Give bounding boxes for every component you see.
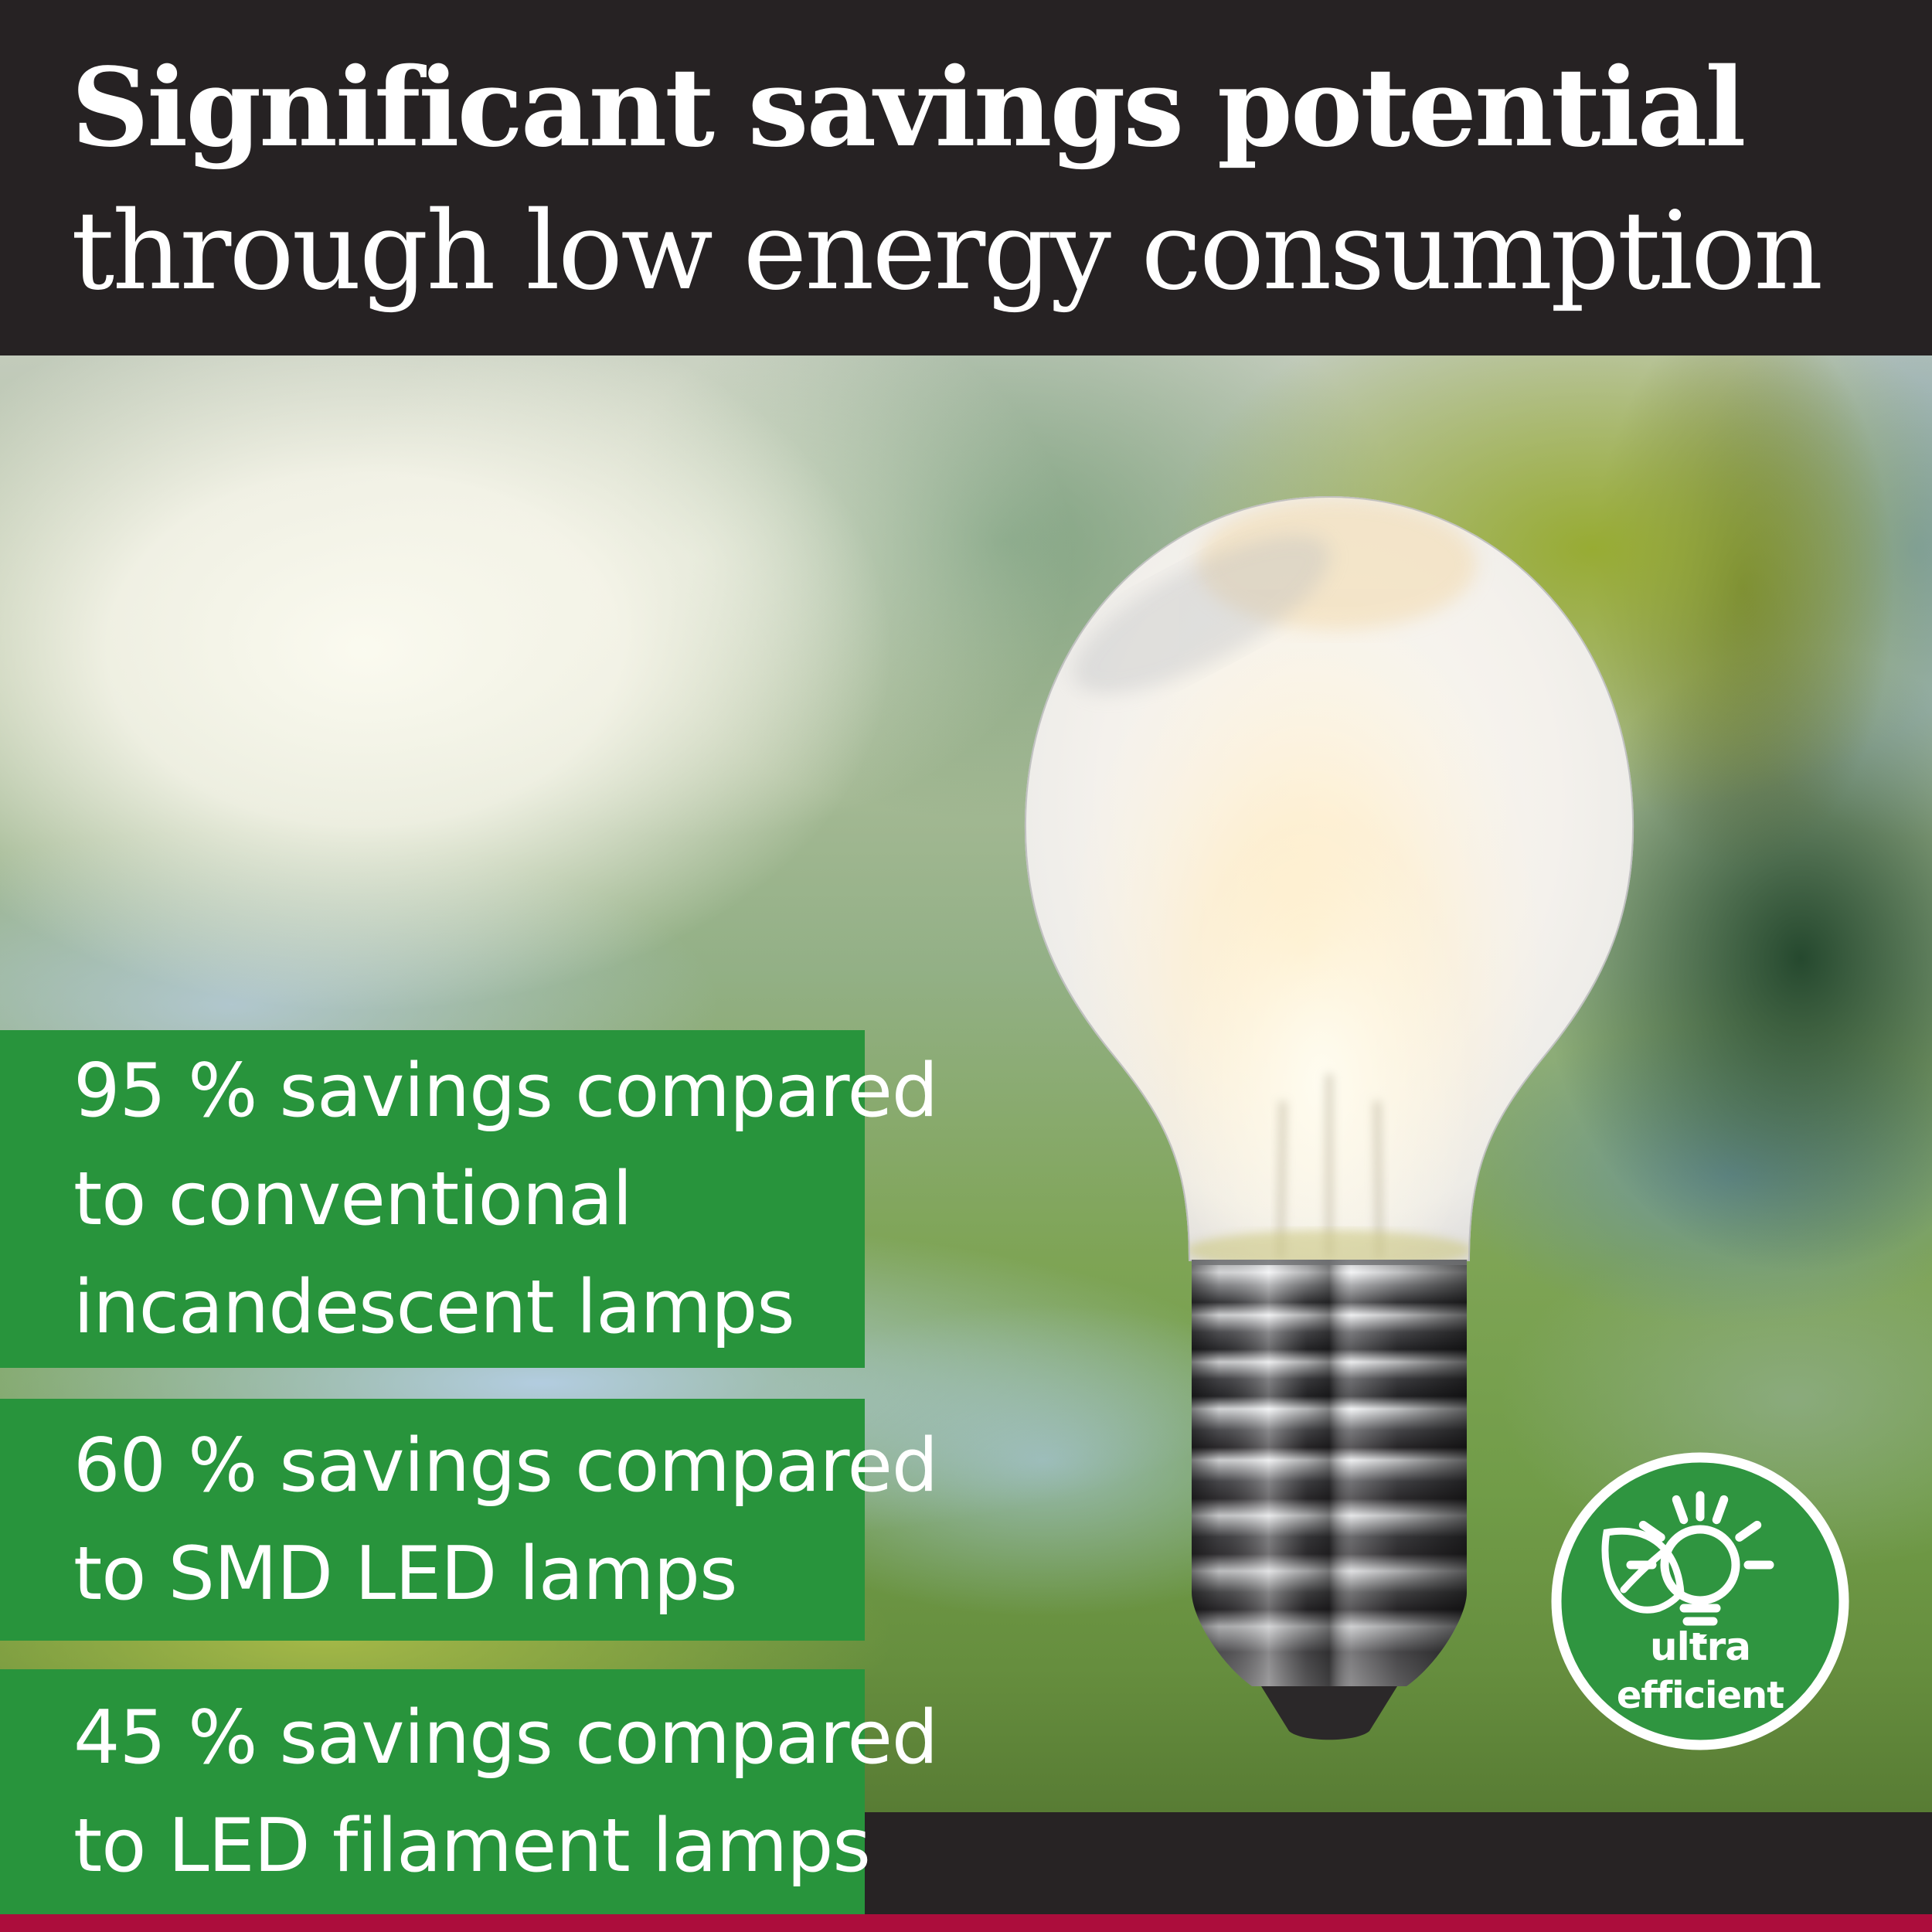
- screw-base: [1192, 1260, 1467, 1686]
- savings-box-60: 60 % savings compared to SMD LED lamps: [0, 1399, 938, 1641]
- bulb-photo: [1024, 496, 1634, 1740]
- ultra-efficient-badge: ultra efficient: [1551, 1452, 1849, 1750]
- glass-envelope: [1024, 496, 1634, 1261]
- lightbulb-icon: [1660, 1525, 1740, 1626]
- savings-box-45: 45 % savings compared to LED filament la…: [0, 1669, 938, 1914]
- savings-line: to conventional: [73, 1156, 633, 1242]
- savings-line: 60 % savings compared: [73, 1423, 938, 1509]
- glow-core: [1171, 819, 1472, 1261]
- savings-line: to SMD LED lamps: [73, 1531, 737, 1617]
- bulb-tip-icon: [1693, 1634, 1707, 1642]
- leaf-icon: [1601, 1527, 1685, 1614]
- savings-line: incandescent lamps: [73, 1264, 795, 1350]
- badge-label-line1: ultra: [1650, 1624, 1750, 1669]
- savings-box-95: 95 % savings compared to conventional in…: [0, 1030, 938, 1368]
- bottom-accent-strip: [0, 1914, 1932, 1932]
- contact-tip: [1261, 1686, 1397, 1740]
- headline-line2: through low energy consumption: [71, 189, 1823, 315]
- savings-line: 45 % savings compared: [73, 1695, 938, 1781]
- badge-label-line2: efficient: [1617, 1674, 1784, 1717]
- savings-line: to LED filament lamps: [73, 1803, 871, 1889]
- bulb-rays-icon: [1626, 1491, 1774, 1570]
- savings-line: 95 % savings compared: [73, 1048, 938, 1134]
- header-band: Significant savings potential through lo…: [0, 0, 1932, 355]
- headline-line1: Significant savings potential: [71, 45, 1747, 172]
